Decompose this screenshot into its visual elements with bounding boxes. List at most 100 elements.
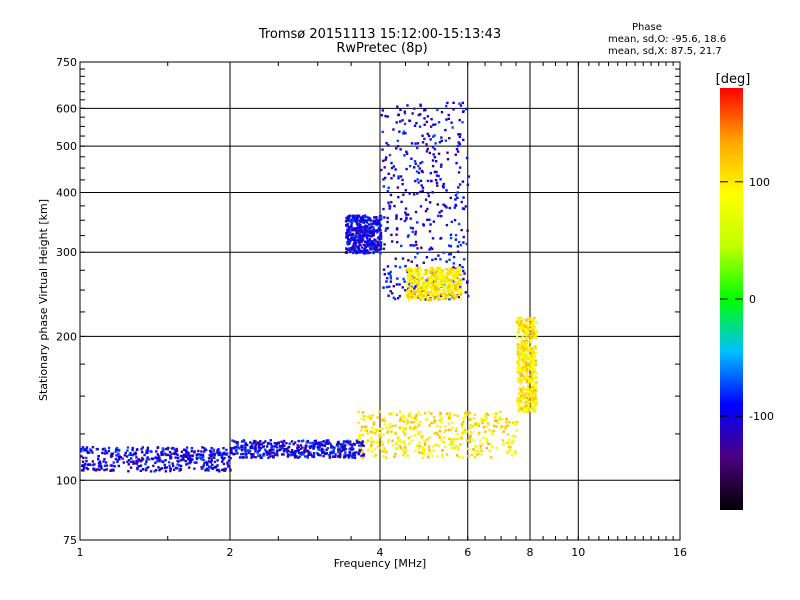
- echo-point: [259, 442, 262, 446]
- echo-point: [434, 280, 438, 283]
- echo-point: [398, 294, 402, 298]
- echo-point: [453, 218, 457, 222]
- echo-point: [450, 294, 454, 297]
- echo-point: [338, 447, 341, 451]
- echo-point: [423, 123, 426, 126]
- echo-point: [526, 400, 529, 403]
- echo-point: [387, 294, 390, 297]
- y-axis-label: Stationary phase Virtual Height [km]: [37, 199, 50, 401]
- echo-point: [350, 448, 353, 451]
- echo-point: [522, 366, 525, 369]
- echo-point: [408, 279, 412, 282]
- echo-point: [141, 446, 144, 449]
- echo-point: [419, 293, 422, 296]
- echo-point: [415, 290, 418, 293]
- echo-point: [188, 461, 192, 465]
- echo-point: [436, 276, 439, 279]
- echo-point: [395, 214, 398, 217]
- echo-point: [402, 193, 405, 196]
- echo-point: [85, 446, 89, 449]
- echo-point: [535, 386, 538, 390]
- echo-point: [451, 297, 454, 300]
- echo-point: [456, 270, 459, 274]
- echo-point: [135, 448, 139, 451]
- echo-point: [377, 219, 381, 222]
- echo-point: [425, 143, 428, 146]
- echo-point: [386, 216, 389, 220]
- echo-point: [354, 244, 357, 247]
- echo-point: [456, 250, 460, 253]
- echo-point: [460, 200, 463, 204]
- echo-point: [437, 298, 440, 301]
- echo-point: [208, 466, 211, 469]
- echo-point: [105, 451, 109, 455]
- echo-point: [344, 451, 347, 454]
- echo-point: [348, 447, 352, 450]
- echo-point: [525, 369, 528, 372]
- echo-point: [342, 442, 345, 446]
- echo-point: [393, 455, 396, 458]
- echo-point: [208, 449, 212, 453]
- echo-point: [413, 433, 417, 437]
- echo-point: [401, 414, 405, 417]
- echo-point: [432, 288, 435, 292]
- echo-point: [334, 455, 337, 459]
- echo-point: [444, 286, 448, 290]
- echo-point: [152, 464, 155, 468]
- echo-point: [521, 322, 525, 325]
- echo-point: [95, 447, 99, 451]
- echo-point: [401, 426, 405, 429]
- echo-point: [526, 346, 529, 349]
- echo-point: [454, 437, 458, 440]
- echo-point: [399, 417, 403, 420]
- echo-point: [474, 422, 477, 426]
- echo-point: [453, 287, 457, 291]
- echo-point: [372, 455, 376, 458]
- echo-point: [370, 240, 374, 243]
- echo-point: [416, 422, 420, 426]
- echo-point: [423, 439, 426, 442]
- echo-point: [462, 207, 466, 211]
- echo-point: [524, 352, 528, 355]
- echo-point: [429, 179, 433, 183]
- echo-point: [238, 447, 241, 450]
- echo-point: [496, 421, 500, 425]
- echo-point: [438, 141, 442, 144]
- echo-point: [345, 216, 348, 220]
- echo-point: [426, 277, 430, 280]
- echo-point: [521, 397, 525, 400]
- echo-point: [356, 226, 359, 230]
- echo-point: [350, 225, 353, 228]
- echo-point: [442, 203, 445, 206]
- echo-point: [421, 189, 424, 193]
- echo-point: [516, 377, 520, 380]
- echo-point: [267, 456, 270, 459]
- echo-point: [358, 444, 361, 447]
- echo-point: [530, 319, 533, 323]
- echo-point: [156, 459, 159, 463]
- echo-point: [351, 238, 355, 241]
- echo-point: [208, 453, 211, 457]
- echo-point: [216, 451, 219, 455]
- echo-point: [508, 448, 511, 452]
- echo-point: [439, 178, 442, 181]
- echo-point: [421, 281, 425, 285]
- echo-point: [456, 245, 460, 248]
- echo-point: [490, 430, 494, 434]
- echo-point: [526, 386, 530, 390]
- echo-point: [417, 278, 421, 282]
- echo-point: [402, 130, 406, 133]
- echo-point: [367, 223, 371, 226]
- echo-point: [299, 444, 303, 447]
- echo-point: [365, 249, 368, 253]
- echo-point: [529, 350, 533, 353]
- echo-point: [431, 159, 435, 162]
- echo-point: [355, 249, 358, 253]
- echo-point: [448, 206, 451, 210]
- echo-point: [328, 441, 331, 445]
- echo-point: [435, 291, 438, 294]
- echo-point: [342, 440, 346, 443]
- echo-point: [447, 284, 450, 288]
- echo-point: [418, 413, 422, 416]
- echo-point: [193, 461, 196, 464]
